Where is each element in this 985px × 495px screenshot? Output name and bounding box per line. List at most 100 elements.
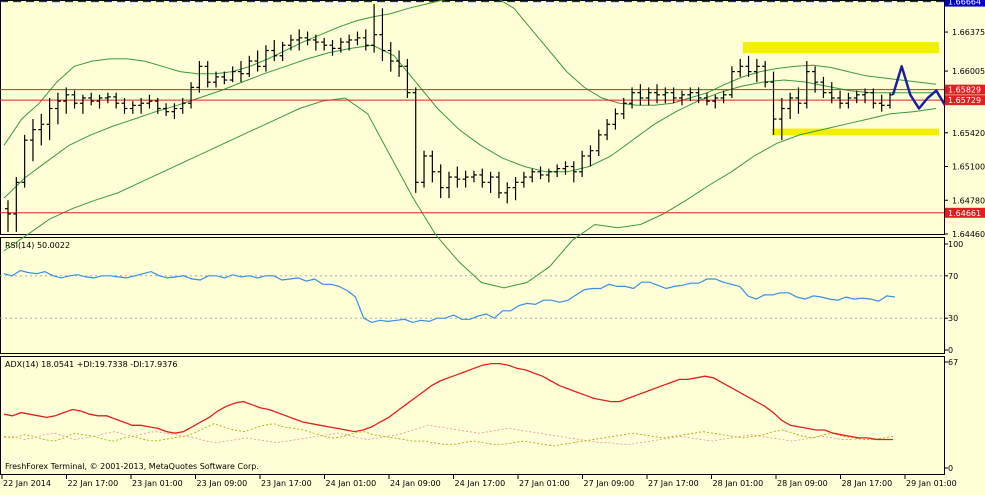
ohlc-bar — [795, 87, 802, 114]
ohlc-bar — [678, 90, 685, 106]
price-marker-bg — [945, 0, 985, 7]
ohlc-bar — [529, 168, 536, 183]
ohlc-bar — [703, 92, 710, 106]
ohlc-bar — [412, 87, 419, 193]
ohlc-bar — [362, 29, 369, 51]
ohlc-bar — [121, 97, 128, 114]
ohlc-bar — [728, 66, 735, 98]
ohlc-bar — [287, 34, 294, 51]
ohlc-bar — [437, 164, 444, 199]
ohlc-bar — [171, 103, 178, 120]
ohlc-bar — [188, 82, 195, 109]
ohlc-bar — [304, 31, 311, 46]
price-panel-frame — [0, 0, 945, 235]
ohlc-bar — [845, 92, 852, 109]
x-tick-label: 29 Jan 01:00 — [906, 479, 957, 488]
ohlc-bar — [470, 170, 477, 183]
ohlc-bar — [762, 61, 769, 88]
ohlc-bar — [662, 87, 669, 104]
x-tick-label: 27 Jan 09:00 — [584, 479, 635, 488]
price-marker-label: 1.64661 — [945, 207, 985, 218]
ohlc-bar — [446, 171, 452, 199]
ohlc-bar — [862, 88, 869, 104]
ohlc-bar — [54, 92, 61, 125]
price-tick-label: 1.65100 — [952, 163, 985, 172]
ohlc-bar — [379, 8, 386, 62]
ohlc-bar — [404, 58, 411, 98]
ohlc-bar — [587, 145, 594, 167]
ohlc-bar — [254, 50, 261, 72]
ohlc-bar — [429, 150, 436, 183]
price-tick-label: 1.66375 — [952, 28, 985, 37]
ohlc-bar — [79, 94, 86, 114]
highlight-zone — [772, 128, 939, 136]
ohlc-bar — [371, 4, 378, 53]
ohlc-bar — [354, 31, 361, 46]
ohlc-bar — [562, 161, 569, 175]
ohlc-bar — [537, 166, 544, 180]
ohlc-bar — [163, 103, 170, 116]
ohlc-bar — [421, 150, 428, 188]
ohlc-bar — [88, 92, 95, 106]
adx-panel — [3, 362, 894, 447]
ohlc-bar — [887, 92, 893, 109]
price-panel — [0, 0, 947, 289]
ohlc-bar — [579, 150, 586, 178]
ohlc-bar — [645, 87, 652, 106]
ohlc-bar — [495, 171, 502, 199]
x-tick-label: 28 Jan 01:00 — [713, 479, 764, 488]
x-tick-label: 24 Jan 09:00 — [390, 479, 441, 488]
x-tick-label: 24 Jan 17:00 — [455, 479, 506, 488]
ohlc-bar — [321, 37, 328, 51]
ohlc-bar — [554, 164, 561, 178]
ohlc-bar — [213, 71, 220, 88]
ohlc-bar — [670, 87, 677, 104]
price-marker-bg — [945, 207, 985, 218]
ohlc-bar — [620, 97, 627, 120]
ohlc-bar — [96, 94, 103, 109]
ohlc-bar — [870, 88, 877, 109]
rsi-line — [3, 269, 896, 324]
ohlc-bar — [462, 170, 469, 188]
ohlc-bar — [46, 97, 53, 141]
ohlc-bar — [512, 177, 519, 201]
ohlc-bar — [612, 108, 619, 130]
bollinger-lower-line — [3, 97, 937, 289]
ohlc-bar — [695, 87, 702, 104]
ohlc-bar — [38, 113, 45, 146]
adx-tick-label: 67 — [948, 358, 958, 367]
ohlc-bar — [837, 90, 844, 109]
ohlc-bar — [237, 61, 244, 83]
x-tick-label: 23 Jan 01:00 — [132, 479, 183, 488]
rsi-tick-label: 30 — [948, 314, 958, 323]
ohlc-bar — [720, 90, 727, 104]
rsi-panel — [0, 269, 944, 324]
x-tick-label: 28 Jan 17:00 — [842, 479, 893, 488]
rsi-title: RSI(14) 50.0022 — [5, 241, 70, 250]
price-marker-label: 1.65729 — [945, 95, 985, 106]
x-tick-label: 22 Jan 17:00 — [68, 479, 119, 488]
bollinger-upper-line — [3, 0, 937, 146]
ohlc-bar — [71, 90, 78, 109]
ohlc-bar — [745, 55, 752, 77]
price-marker-text: 1.66664 — [948, 0, 981, 7]
ohlc-bar — [520, 171, 527, 188]
ohlc-bar — [129, 101, 136, 114]
ohlc-bar — [487, 171, 494, 193]
price-marker-text: 1.65729 — [948, 96, 981, 105]
ohlc-bar — [179, 97, 186, 114]
price-tick-label: 1.64780 — [952, 196, 985, 205]
x-tick-label: 24 Jan 01:00 — [326, 479, 377, 488]
ohlc-bar — [21, 134, 28, 188]
bollinger-middle-line — [3, 44, 936, 199]
x-tick-label: 23 Jan 17:00 — [261, 479, 312, 488]
price-marker-text: 1.64661 — [948, 209, 981, 218]
rsi-tick-label: 70 — [948, 272, 958, 281]
ohlc-bar — [778, 97, 785, 141]
ohlc-bar — [246, 55, 253, 77]
ohlc-bar — [479, 168, 486, 188]
price-marker-text: 1.65829 — [948, 86, 981, 95]
